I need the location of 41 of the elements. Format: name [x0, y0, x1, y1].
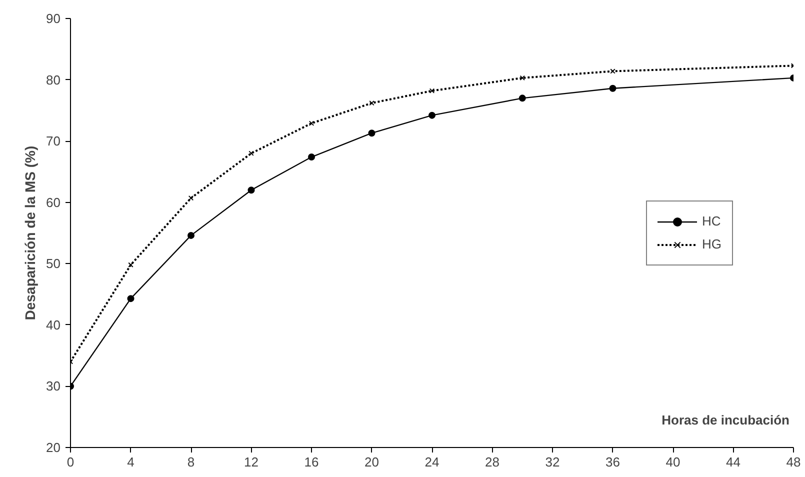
- point: [308, 120, 314, 126]
- x-tick-label: 0: [66, 454, 74, 470]
- point: [188, 232, 194, 239]
- y-tick-label: 20: [46, 440, 61, 455]
- point: [520, 75, 525, 81]
- y-tick-label: 80: [46, 72, 61, 88]
- point: [127, 295, 134, 302]
- x-tick-label: 20: [364, 454, 379, 470]
- point: [308, 154, 315, 160]
- x-tick-label: 36: [606, 454, 620, 470]
- point: [369, 100, 374, 106]
- point: [188, 195, 194, 201]
- y-tick-label: 70: [46, 134, 61, 149]
- legend-label: HC: [702, 214, 722, 228]
- x-tick-label: 8: [187, 454, 195, 470]
- point: [248, 150, 254, 156]
- x-tick-label: 28: [485, 454, 500, 470]
- point: [518, 94, 526, 102]
- point: [610, 68, 616, 74]
- point: [609, 84, 616, 92]
- y-axis-title: Desaparición de la MS (%): [22, 146, 38, 320]
- point: [128, 262, 134, 268]
- y-tick-label: 60: [46, 194, 61, 210]
- legend-label: HG: [702, 236, 722, 252]
- x-tick-label: 32: [545, 454, 560, 470]
- point: [428, 112, 436, 119]
- x-tick-label: 24: [424, 454, 440, 470]
- point: [429, 88, 435, 94]
- point: [248, 186, 255, 194]
- x-tick-label: 44: [726, 454, 740, 470]
- x-tick-label: 4: [127, 454, 134, 470]
- x-tick-label: 40: [666, 454, 680, 470]
- y-tick-label: 90: [46, 11, 61, 26]
- x-tick-label: 48: [786, 454, 801, 470]
- y-tick-label: 40: [46, 317, 61, 332]
- y-tick-label: 50: [46, 256, 61, 272]
- y-tick-label: 30: [46, 378, 61, 394]
- point: [368, 130, 376, 137]
- x-axis-title: Horas de incubación: [662, 412, 790, 428]
- x-tick-label: 12: [244, 454, 258, 470]
- x-tick-label: 16: [304, 454, 319, 470]
